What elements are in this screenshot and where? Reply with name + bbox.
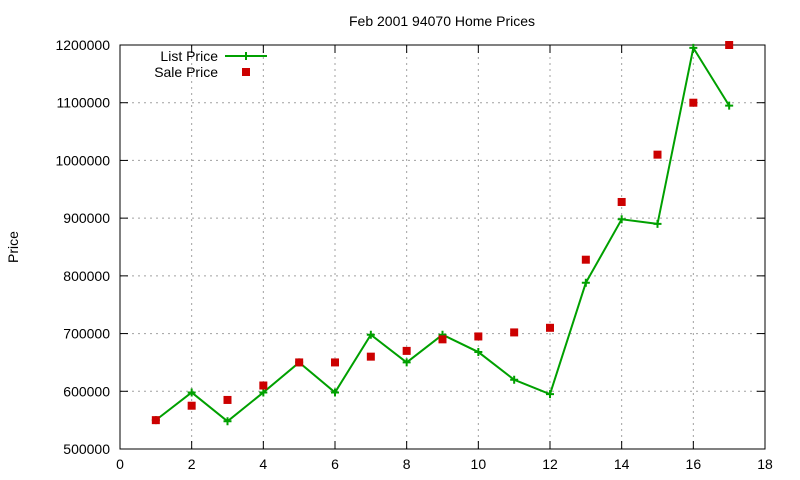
grid-lines — [120, 45, 765, 449]
legend-label: List Price — [160, 48, 218, 64]
list-price-point — [402, 358, 411, 367]
sale-price-point — [151, 416, 160, 425]
data-series — [151, 41, 734, 426]
legend-label: Sale Price — [154, 64, 218, 80]
x-tick-label: 0 — [116, 456, 124, 472]
list-price-line — [155, 45, 731, 423]
x-tick-label: 10 — [471, 456, 487, 472]
y-tick-label: 500000 — [63, 441, 110, 457]
y-tick-label: 900000 — [63, 210, 110, 226]
x-tick-label: 2 — [188, 456, 196, 472]
sale-price-point — [546, 323, 554, 332]
sale-price-point — [223, 395, 232, 404]
legend-square-swatch — [242, 68, 250, 76]
x-tick-label: 8 — [403, 456, 411, 472]
x-tick-label: 12 — [542, 456, 558, 472]
sale-price-point — [510, 328, 519, 337]
y-tick-label: 800000 — [63, 268, 110, 284]
sale-price-point — [474, 332, 483, 341]
sale-price-point — [725, 41, 734, 49]
list-price-point — [259, 388, 268, 397]
x-tick-label: 4 — [259, 456, 267, 472]
list-price-point — [187, 388, 196, 397]
list-price-point — [653, 219, 662, 228]
list-price-point — [725, 101, 734, 110]
x-tick-label: 18 — [757, 456, 773, 472]
sale-price-point — [617, 197, 626, 206]
sale-price-point — [438, 335, 447, 344]
y-tick-label: 600000 — [63, 383, 110, 399]
list-price-point — [366, 330, 375, 339]
list-price-point — [617, 215, 626, 224]
axis-ticks: 0 2 4 6 8 10 12 14 16 18 500000 600000 700000 800000 9… — [55, 37, 773, 472]
series-sale-price — [151, 41, 734, 425]
sale-price-point — [295, 358, 304, 367]
x-tick-label: 14 — [614, 456, 630, 472]
sale-price-point — [653, 150, 662, 159]
y-tick-label: 1000000 — [55, 152, 110, 168]
list-price-point — [581, 278, 590, 287]
y-axis-label: Price — [5, 231, 21, 263]
chart-title: Feb 2001 94070 Home Prices — [349, 13, 535, 29]
plot-frame — [119, 44, 766, 450]
list-price-point — [474, 348, 483, 357]
list-price-point — [689, 43, 698, 52]
x-tick-label: 16 — [686, 456, 702, 472]
y-tick-label: 1100000 — [57, 95, 111, 111]
sale-price-point — [581, 255, 590, 264]
sale-price-point — [331, 358, 339, 367]
x-tick-label: 6 — [331, 456, 339, 472]
y-tick-label: 1200000 — [55, 37, 110, 53]
series-list-price — [151, 43, 734, 426]
y-tick-label: 700000 — [63, 326, 110, 342]
sale-price-point — [187, 401, 196, 410]
list-price-point — [546, 390, 554, 399]
list-price-point — [223, 417, 232, 426]
plot-border — [119, 44, 766, 450]
sale-price-point — [366, 352, 375, 361]
sale-price-point — [259, 381, 268, 390]
sale-price-point — [402, 346, 411, 355]
legend-plus-swatch — [242, 52, 250, 60]
list-price-point — [331, 388, 339, 397]
sale-price-point — [689, 98, 698, 107]
list-price-point — [510, 375, 519, 384]
